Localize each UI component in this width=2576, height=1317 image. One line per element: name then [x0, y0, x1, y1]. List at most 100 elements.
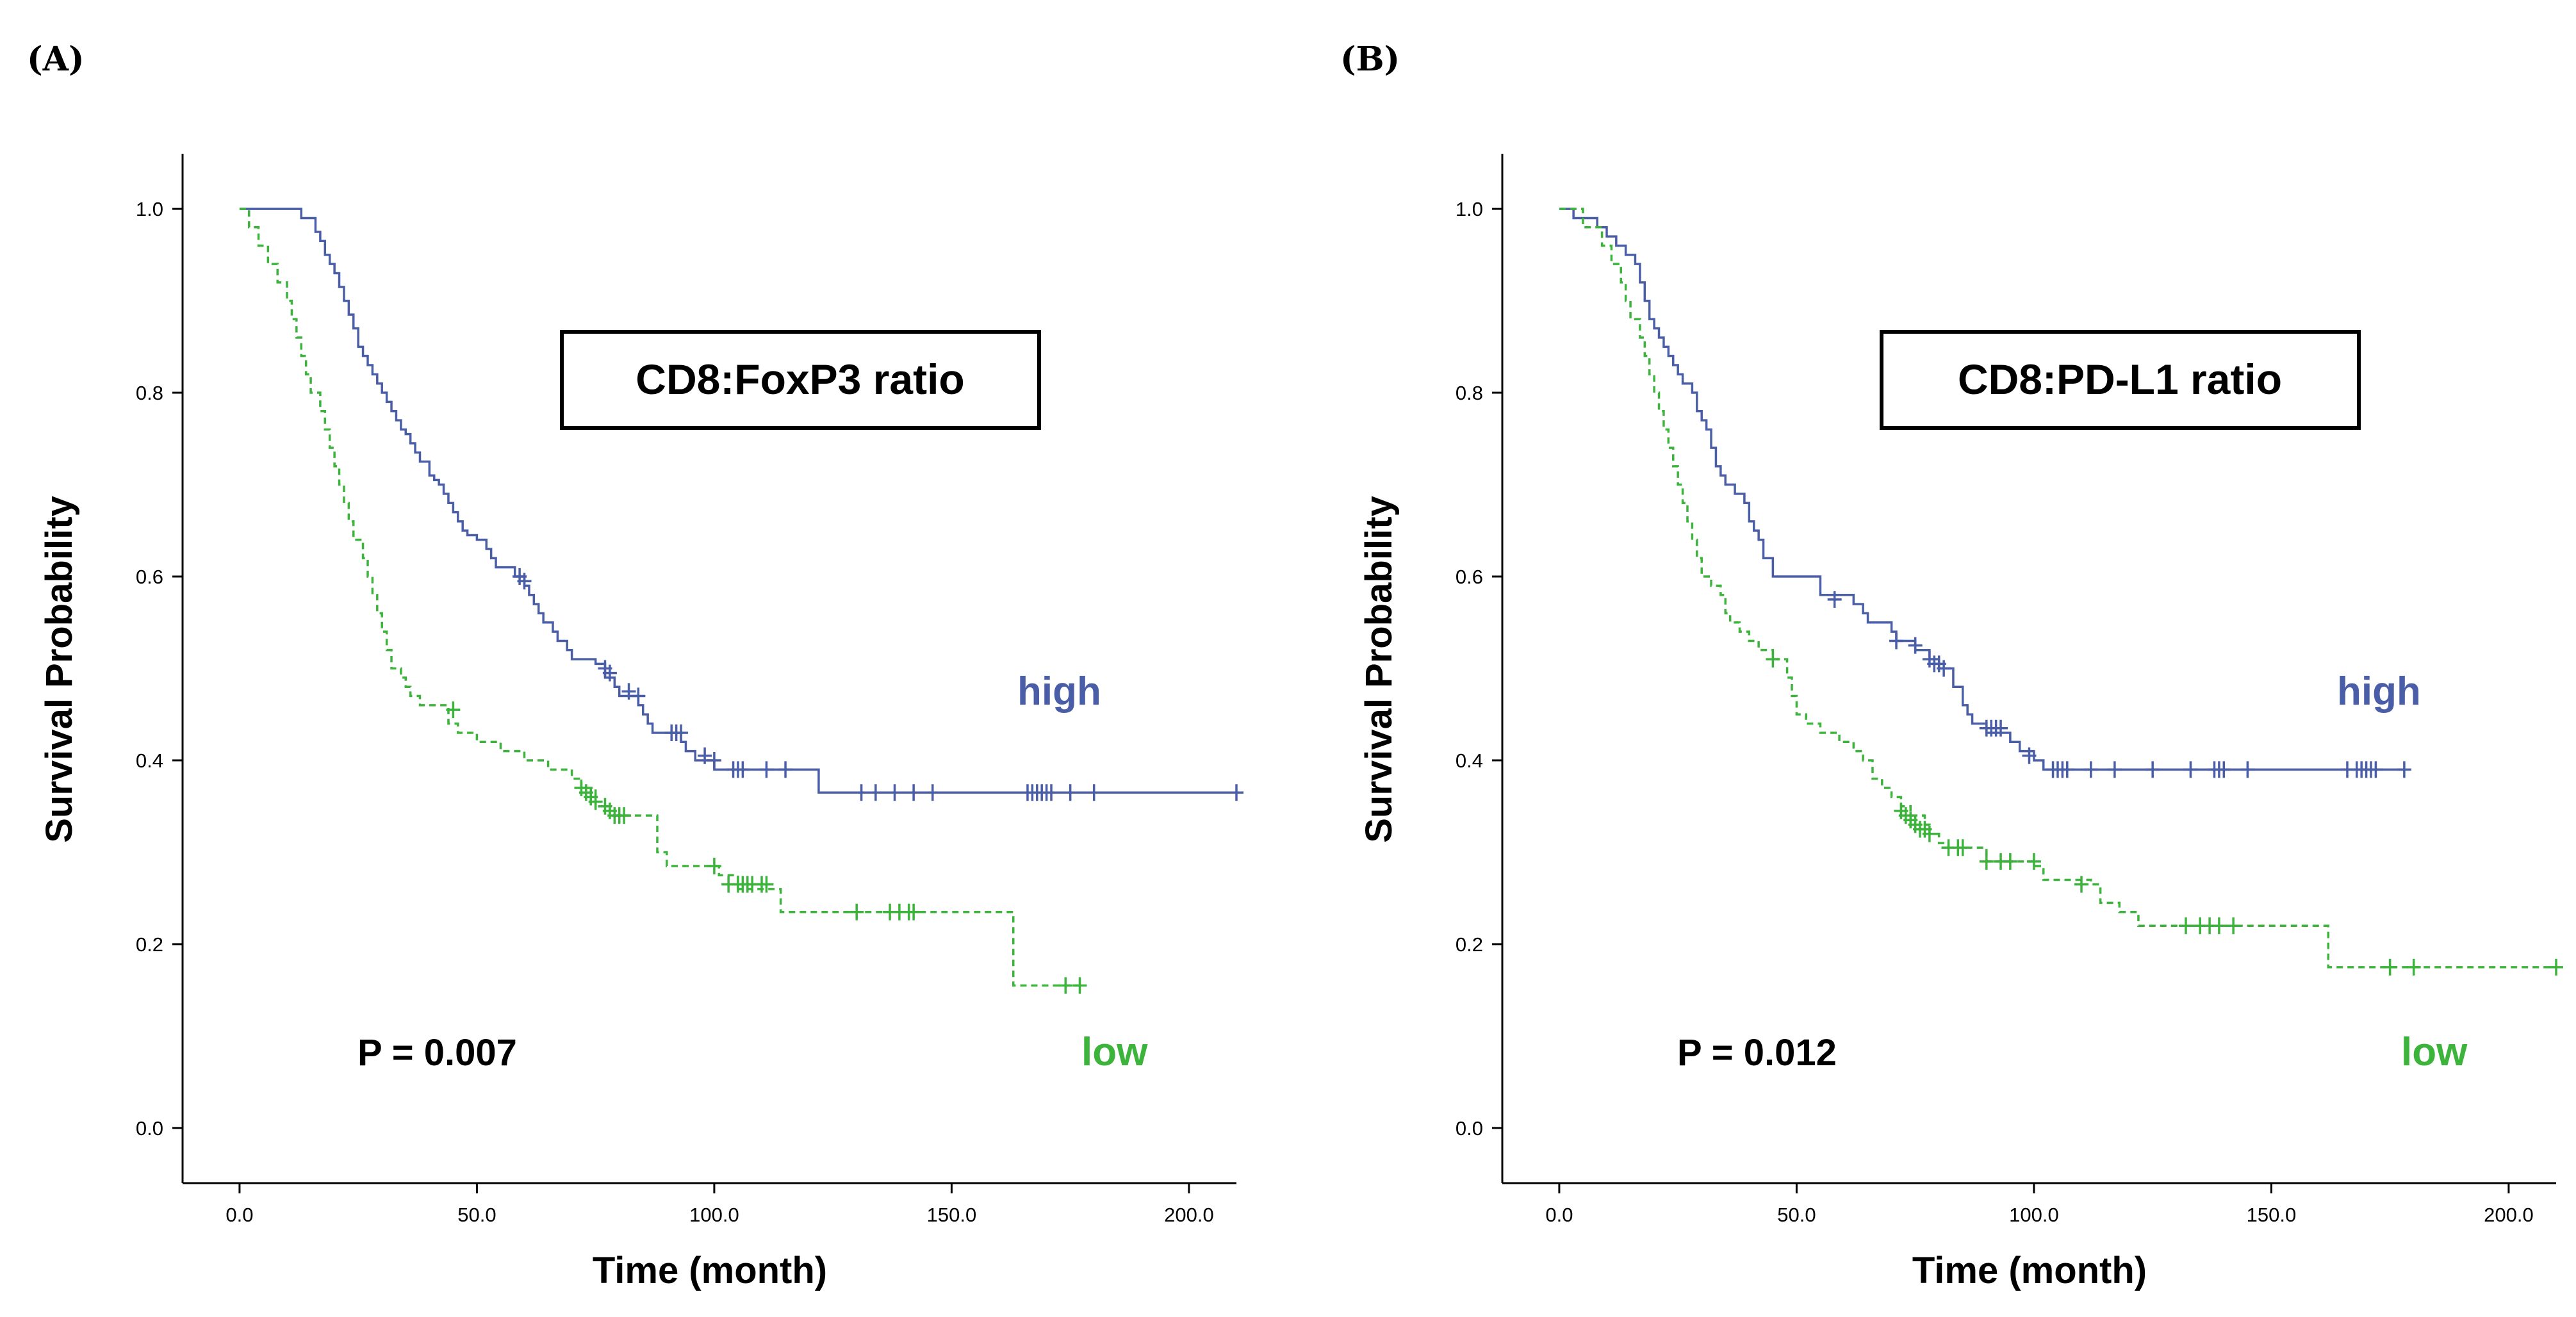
- censor-mark-high: [735, 761, 750, 778]
- series-label-low: low: [2401, 1030, 2468, 1074]
- censor-mark-high: [2217, 761, 2231, 778]
- censor-mark-low: [2211, 917, 2226, 935]
- series-label-high: high: [1017, 669, 1101, 714]
- censor-mark-low: [2549, 958, 2563, 976]
- censor-mark-low: [1072, 977, 1087, 994]
- censor-mark-high: [698, 747, 712, 764]
- axis-ticks: 0.0 50.0 100.0 150.0 200.0 0.0 0.2 0.4 0.6 0.8 1.0: [1456, 198, 2534, 1226]
- censor-mark-low: [2406, 958, 2421, 976]
- censor-mark-high: [2107, 761, 2122, 778]
- censor-mark-low: [1766, 651, 1780, 668]
- chart-title: CD8:FoxP3 ratio: [636, 356, 964, 403]
- censor-mark-low: [759, 876, 774, 893]
- survival-curve-high: [239, 208, 1236, 794]
- censor-mark-high: [2022, 747, 2037, 764]
- censor-mark-high: [1087, 784, 1101, 801]
- censor-mark-low: [1058, 977, 1073, 994]
- y-tick-label: 0.4: [136, 749, 163, 772]
- censor-mark-high: [1937, 660, 1951, 677]
- censor-mark-high: [1889, 632, 1904, 650]
- censor-mark-low: [1922, 825, 1937, 842]
- y-axis-title: Survival Probability: [1358, 496, 1400, 843]
- censor-mark-high: [2145, 761, 2160, 778]
- censor-mark-low: [907, 903, 921, 920]
- censor-mark-low: [2383, 958, 2397, 976]
- censor-mark-low: [849, 903, 864, 920]
- x-tick-label: 100.0: [2009, 1204, 2059, 1226]
- survival-curve-high: [1559, 208, 2404, 771]
- censor-mark-high: [2183, 761, 2198, 778]
- censor-mark-high: [2397, 761, 2411, 778]
- axis-ticks: 0.0 50.0 100.0 150.0 200.0 0.0 0.2 0.4 0.6 0.8 1.0: [136, 198, 1214, 1226]
- censor-mark-low: [2226, 917, 2241, 935]
- y-tick-label: 0.8: [1456, 382, 1483, 404]
- censor-mark-high: [887, 784, 902, 801]
- censor-mark-low: [2179, 917, 2194, 935]
- y-tick-label: 0.0: [136, 1117, 163, 1140]
- panel-label: (A): [27, 40, 85, 79]
- chart-title: CD8:PD-L1 ratio: [1958, 356, 2282, 403]
- censor-mark-high: [1908, 637, 1923, 654]
- censor-mark-high: [1994, 719, 2008, 737]
- censor-mark-low: [2003, 853, 2017, 870]
- y-tick-label: 1.0: [1456, 198, 1483, 220]
- y-tick-label: 0.0: [1456, 1117, 1483, 1140]
- title-box: [560, 330, 1041, 430]
- censor-mark-high: [2368, 761, 2383, 778]
- censor-mark-high: [674, 724, 689, 741]
- x-tick-label: 50.0: [1777, 1204, 1816, 1226]
- censor-mark-high: [517, 573, 532, 590]
- censor-mark-low: [588, 793, 603, 810]
- p-value: P = 0.007: [357, 1032, 517, 1074]
- censor-mark-high: [707, 751, 721, 769]
- y-tick-label: 0.6: [1456, 566, 1483, 588]
- censor-mark-high: [925, 784, 940, 801]
- x-tick-label: 200.0: [1164, 1204, 1214, 1226]
- censor-mark-high: [868, 784, 883, 801]
- y-tick-label: 0.6: [136, 566, 163, 588]
- censor-mark-low: [617, 807, 632, 824]
- censor-mark-high: [2240, 761, 2255, 778]
- censor-mark-low: [1979, 853, 1994, 870]
- p-value: P = 0.012: [1677, 1032, 1837, 1074]
- x-tick-label: 200.0: [2484, 1204, 2534, 1226]
- censor-mark-high: [1044, 784, 1059, 801]
- x-tick-label: 50.0: [457, 1204, 496, 1226]
- y-tick-label: 1.0: [136, 198, 163, 220]
- y-tick-label: 0.2: [1456, 933, 1483, 956]
- title-box: [1880, 330, 2361, 430]
- censor-mark-high: [854, 784, 869, 801]
- censor-mark-high: [1229, 784, 1243, 801]
- censor-mark-high: [2083, 761, 2098, 778]
- x-axis-title: Time (month): [593, 1250, 827, 1291]
- censor-mark-low: [2074, 876, 2089, 893]
- censor-marks: [446, 568, 1243, 994]
- censor-mark-high: [602, 664, 617, 682]
- x-tick-label: 100.0: [689, 1204, 739, 1226]
- censor-mark-low: [1955, 839, 1970, 856]
- panel-label: (B): [1340, 40, 1400, 79]
- censor-mark-high: [1827, 591, 1842, 608]
- y-axis-title: Survival Probability: [38, 496, 80, 843]
- censor-mark-high: [778, 761, 793, 778]
- censor-mark-high: [631, 687, 646, 705]
- censor-mark-high: [621, 683, 636, 700]
- censor-mark-high: [759, 761, 774, 778]
- panel-a: (A) 0.0 50.0 100.0 150.0 200.00.00.20.40.60.…: [27, 40, 1243, 1291]
- y-tick-label: 0.2: [136, 933, 163, 956]
- x-axis-title: Time (month): [1912, 1250, 2147, 1291]
- series-label-high: high: [2337, 669, 2421, 714]
- censor-mark-high: [907, 784, 921, 801]
- x-tick-label: 150.0: [927, 1204, 977, 1226]
- censor-mark-low: [446, 701, 461, 719]
- y-tick-label: 0.8: [136, 382, 163, 404]
- censor-marks: [1766, 591, 2563, 976]
- censor-mark-high: [2060, 761, 2074, 778]
- series-label-low: low: [1081, 1030, 1148, 1074]
- y-tick-label: 0.4: [1456, 749, 1483, 772]
- x-tick-label: 0.0: [226, 1204, 253, 1226]
- x-tick-label: 0.0: [1545, 1204, 1573, 1226]
- censor-mark-low: [2026, 853, 2041, 870]
